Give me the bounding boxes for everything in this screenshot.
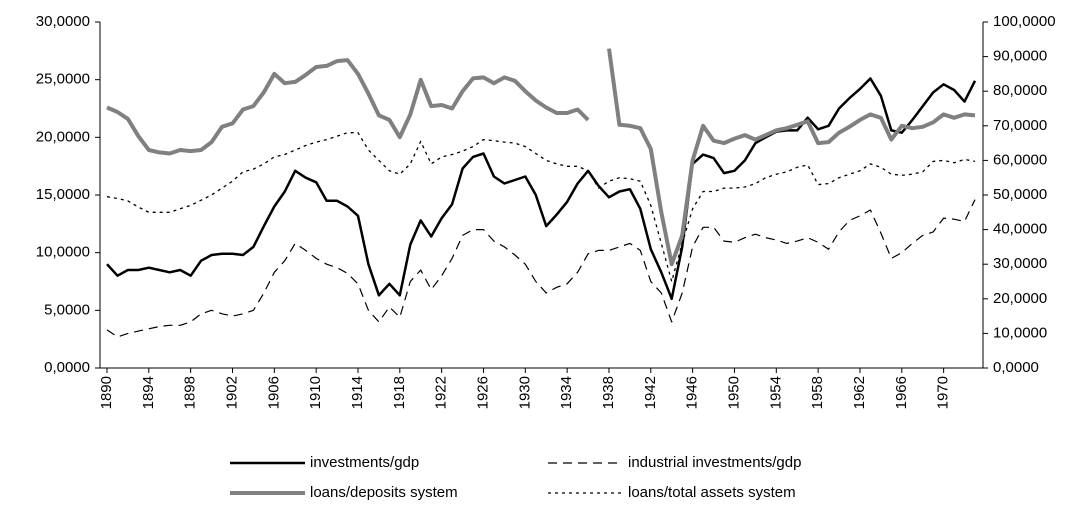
x-tick-label: 1946 [684, 376, 701, 409]
y2-tick-label: 90,0000 [993, 48, 1047, 65]
y2-tick-label: 0,0000 [993, 359, 1039, 376]
x-tick-label: 1922 [433, 376, 450, 409]
legend-label: investments/gdp [310, 454, 419, 471]
x-tick-label: 1910 [307, 376, 324, 409]
y2-tick-label: 50,0000 [993, 186, 1047, 203]
x-tick-label: 1950 [725, 376, 742, 409]
y-tick-label: 20,0000 [36, 128, 90, 145]
x-tick-label: 1962 [851, 376, 868, 409]
legend-label: industrial investments/gdp [628, 454, 801, 471]
x-tick-label: 1894 [140, 376, 157, 409]
x-tick-label: 1898 [182, 376, 199, 409]
x-tick-label: 1954 [767, 376, 784, 409]
legend-label: loans/total assets system [628, 484, 796, 501]
y-tick-label: 25,0000 [36, 71, 90, 88]
y2-tick-label: 80,0000 [993, 82, 1047, 99]
y2-tick-label: 60,0000 [993, 151, 1047, 168]
y2-tick-label: 100,0000 [993, 13, 1056, 30]
x-tick-label: 1918 [391, 376, 408, 409]
x-tick-label: 1926 [474, 376, 491, 409]
x-tick-label: 1938 [600, 376, 617, 409]
x-tick-label: 1890 [98, 376, 115, 409]
x-tick-label: 1966 [893, 376, 910, 409]
series-line [106, 199, 976, 338]
series-line [106, 48, 976, 267]
x-tick-label: 1942 [642, 376, 659, 409]
series-line [106, 77, 977, 301]
y2-tick-label: 10,0000 [993, 324, 1047, 341]
y-tick-label: 10,0000 [36, 244, 90, 261]
y2-tick-label: 40,0000 [993, 221, 1047, 238]
x-tick-label: 1902 [223, 376, 240, 409]
y-tick-label: 0,0000 [44, 359, 90, 376]
x-tick-label: 1906 [265, 376, 282, 409]
y2-tick-label: 30,0000 [993, 255, 1047, 272]
y-tick-label: 5,0000 [44, 301, 90, 318]
x-tick-label: 1934 [558, 376, 575, 409]
y-tick-label: 15,0000 [36, 186, 90, 203]
series-line [106, 132, 976, 283]
legend-label: loans/deposits system [310, 484, 458, 501]
x-tick-label: 1930 [516, 376, 533, 409]
x-tick-label: 1914 [349, 376, 366, 409]
x-tick-label: 1970 [935, 376, 952, 409]
y2-tick-label: 70,0000 [993, 117, 1047, 134]
y2-tick-label: 20,0000 [993, 290, 1047, 307]
x-tick-label: 1958 [809, 376, 826, 409]
y-tick-label: 30,0000 [36, 13, 90, 30]
